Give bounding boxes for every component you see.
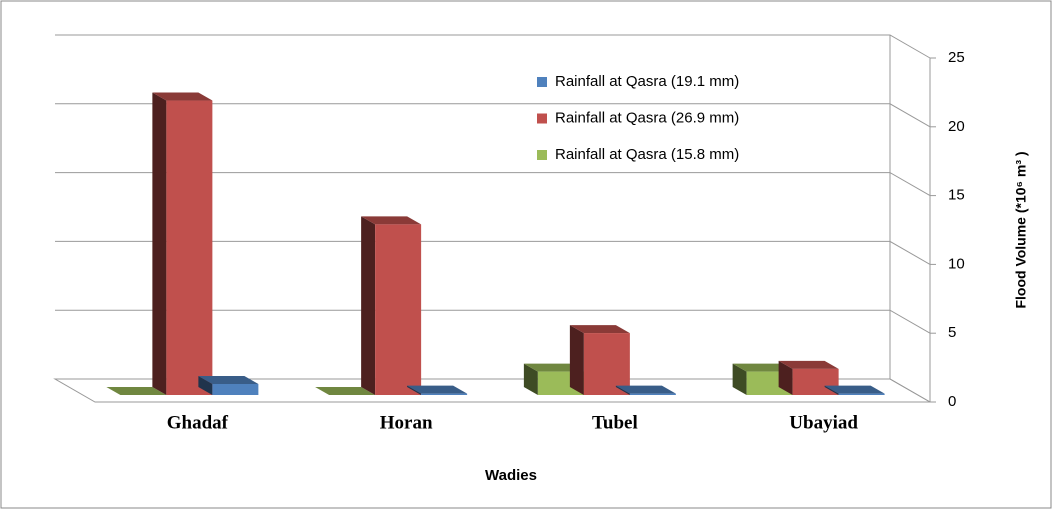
bar-top (407, 385, 468, 394)
bar-top (198, 375, 259, 384)
bar (583, 333, 630, 395)
bar-side (824, 385, 839, 395)
bar-side (407, 385, 422, 395)
bar-top (824, 385, 885, 394)
bar-top (569, 325, 630, 334)
y-tick-label: 10 (948, 255, 965, 272)
y-axis-title: Flood Volume (*10⁶ m³ ) (1013, 151, 1029, 308)
bar-top (732, 363, 793, 372)
bar-side (778, 360, 793, 395)
bar-top (361, 216, 422, 225)
bar-top (315, 387, 376, 395)
grid-line (55, 309, 931, 334)
grid-line (55, 240, 931, 265)
y-tick-label: 20 (948, 118, 965, 135)
bar (792, 368, 839, 395)
legend-label: Rainfall at Qasra (15.8 mm) (555, 146, 739, 163)
x-tick-label: Ubayiad (789, 412, 858, 433)
legend-swatch (537, 77, 547, 87)
bar (629, 393, 676, 395)
bar-side (198, 375, 213, 395)
x-tick-label: Horan (380, 412, 433, 433)
grid-line (55, 172, 931, 197)
legend-label: Rainfall at Qasra (19.1 mm) (555, 73, 739, 90)
bar (375, 224, 422, 395)
bar-side (523, 363, 538, 395)
bar (421, 393, 468, 395)
y-tick-label: 5 (948, 324, 956, 341)
legend-label: Rainfall at Qasra (26.9 mm) (555, 109, 739, 126)
y-tick-label: 25 (948, 49, 965, 66)
bar (166, 100, 213, 395)
x-axis-title: Wadies (485, 467, 537, 484)
bar-side (361, 216, 376, 395)
bar-top (615, 385, 676, 394)
bar-top (523, 363, 584, 372)
bar-side (152, 92, 167, 395)
x-tick-label: Ghadaf (167, 412, 229, 433)
grid-line (55, 103, 931, 128)
bar-side (615, 385, 630, 395)
y-tick-label: 0 (948, 393, 956, 410)
bar-top (778, 360, 839, 369)
bar (212, 383, 259, 395)
bar (838, 393, 885, 395)
legend-swatch (537, 113, 547, 124)
grid-line (55, 34, 931, 59)
grid-line (55, 378, 931, 403)
legend-swatch (537, 150, 547, 160)
x-tick-label: Tubel (592, 412, 638, 433)
bar-side (569, 325, 584, 395)
bar-side (732, 363, 747, 395)
bar-top (152, 92, 213, 101)
y-tick-label: 15 (948, 187, 965, 204)
bar-top (106, 387, 167, 395)
